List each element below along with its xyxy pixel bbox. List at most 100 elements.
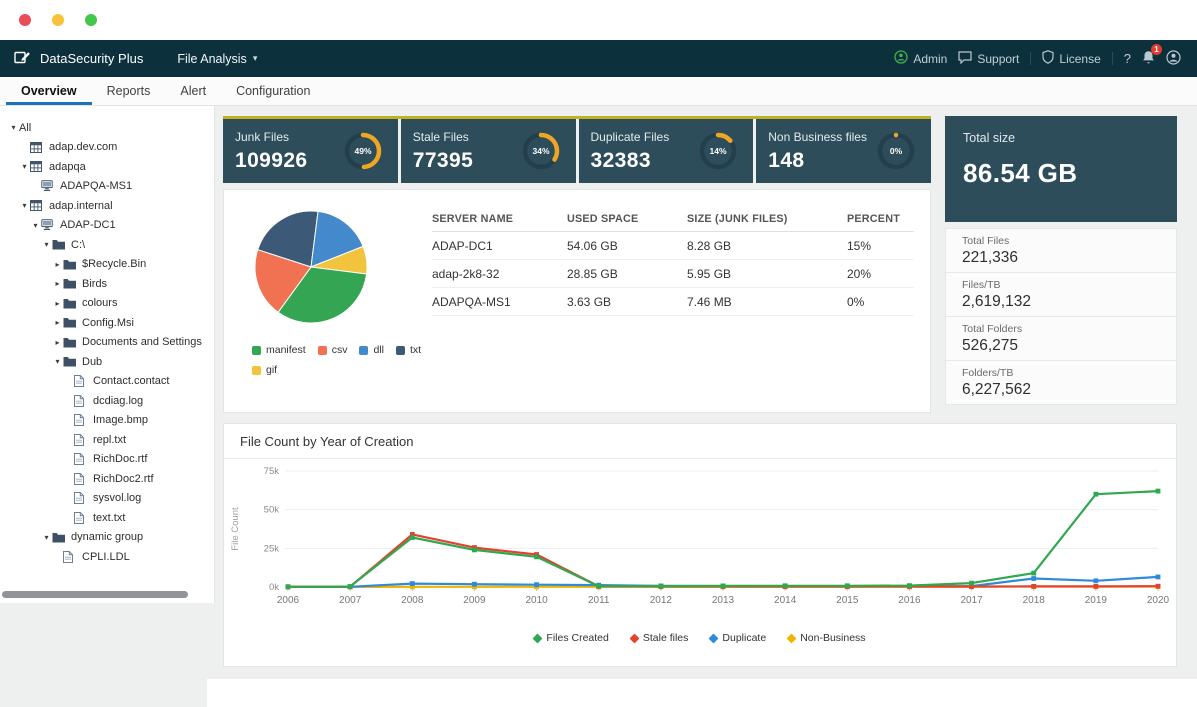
- chevron-right-icon[interactable]: ▸: [55, 318, 60, 328]
- tree-item[interactable]: ▸ $Recycle.Bin: [0, 255, 214, 275]
- stat-card-non-business-files[interactable]: Non Business files 148 0%: [756, 119, 931, 183]
- window-zoom-button[interactable]: [85, 14, 97, 26]
- legend-label: Non-Business: [800, 632, 866, 644]
- support-menu[interactable]: Support: [958, 50, 1019, 67]
- dashboard-top: Junk Files 109926 49% Stale Files 77395 34% Du…: [223, 116, 1177, 413]
- tree-item[interactable]: ▸ Documents and Settings: [0, 333, 214, 353]
- table-row[interactable]: ADAPQA-MS1 3.63 GB 7.46 MB 0%: [432, 288, 914, 316]
- chevron-down-icon[interactable]: ▾: [33, 220, 38, 230]
- chevron-down-icon: ▾: [252, 53, 258, 63]
- line-chart: 0k 25k 50k 75k 2006 2007 2008 2009 2010 2011 2012 2…: [230, 466, 1170, 606]
- tree-item[interactable]: ▾ ADAP-DC1: [0, 216, 214, 236]
- folder-icon: [52, 239, 67, 251]
- legend-swatch: [532, 633, 543, 643]
- tab-configuration[interactable]: Configuration: [236, 84, 311, 98]
- tree-item-label: sysvol.log: [93, 492, 142, 505]
- legend-item: Stale files: [629, 632, 689, 644]
- chevron-right-icon[interactable]: ▸: [55, 337, 60, 347]
- legend-label: Stale files: [642, 632, 689, 644]
- tree-item[interactable]: Contact.contact: [0, 372, 214, 392]
- chevron-down-icon[interactable]: ▾: [22, 201, 27, 211]
- tab-bar: Overview Reports Alert Configuration: [0, 77, 1197, 106]
- tab-reports[interactable]: Reports: [106, 84, 151, 98]
- svg-text:2017: 2017: [960, 595, 983, 606]
- stat-card-text: Stale Files 77395: [413, 130, 473, 173]
- help-button[interactable]: ?: [1124, 51, 1131, 66]
- tree-item[interactable]: text.txt: [0, 508, 214, 528]
- tree-item[interactable]: ▾ dynamic group: [0, 528, 214, 548]
- chevron-down-icon[interactable]: ▾: [44, 240, 49, 250]
- chevron-down-icon[interactable]: ▾: [11, 123, 16, 133]
- folder-icon: [63, 317, 78, 329]
- stat-card-duplicate-files[interactable]: Duplicate Files 32383 14%: [578, 119, 754, 183]
- percent-gauge: 49%: [344, 132, 381, 170]
- tree-item[interactable]: CPLI.LDL: [0, 547, 214, 567]
- tree-item-label: repl.txt: [93, 433, 127, 446]
- chevron-right-icon[interactable]: ▸: [55, 259, 60, 269]
- chevron-down-icon[interactable]: ▾: [22, 162, 27, 172]
- admin-menu[interactable]: Admin: [894, 50, 947, 67]
- dashboard: Junk Files 109926 49% Stale Files 77395 34% Du…: [207, 106, 1197, 707]
- license-menu[interactable]: License: [1042, 50, 1101, 67]
- table-cell: 3.63 GB: [567, 294, 612, 309]
- tree-item[interactable]: Image.bmp: [0, 411, 214, 431]
- tree-item-label: adap.dev.com: [49, 141, 118, 154]
- table-row[interactable]: ADAP-DC1 54.06 GB 8.28 GB 15%: [432, 232, 914, 260]
- tree-item-label: adap.internal: [49, 199, 113, 212]
- tree-item[interactable]: ▾ adapqa: [0, 157, 214, 177]
- tree-item[interactable]: RichDoc2.rtf: [0, 469, 214, 489]
- table-cell: 7.46 MB: [687, 294, 732, 309]
- tab-overview[interactable]: Overview: [6, 77, 92, 105]
- svg-text:2018: 2018: [1023, 595, 1046, 606]
- server-icon: [41, 180, 56, 192]
- chevron-down-icon[interactable]: ▾: [44, 532, 49, 542]
- tree-item[interactable]: ▸ colours: [0, 294, 214, 314]
- tree-item[interactable]: ▸ Birds: [0, 274, 214, 294]
- legend-swatch: [359, 345, 369, 355]
- legend-swatch: [317, 345, 327, 355]
- chevron-right-icon[interactable]: ▸: [55, 279, 60, 289]
- tree-item[interactable]: ADAPQA-MS1: [0, 177, 214, 197]
- table-cell: 5.95 GB: [687, 266, 732, 281]
- tree-item[interactable]: RichDoc.rtf: [0, 450, 214, 470]
- tree-item[interactable]: sysvol.log: [0, 489, 214, 509]
- svg-text:2010: 2010: [525, 595, 548, 606]
- window-minimize-button[interactable]: [52, 14, 64, 26]
- tree-item[interactable]: ▾ adap.internal: [0, 196, 214, 216]
- svg-text:2015: 2015: [836, 595, 859, 606]
- menu-file-analysis[interactable]: File Analysis ▾: [163, 40, 271, 77]
- window-close-button[interactable]: [19, 14, 31, 26]
- tree-item-label: Contact.contact: [93, 375, 170, 388]
- horizontal-scrollbar[interactable]: [2, 591, 188, 598]
- totals-value: 2,619,132: [962, 293, 1031, 310]
- folder-icon: [63, 278, 78, 290]
- tab-alert[interactable]: Alert: [180, 84, 207, 98]
- total-size-value: 86.54 GB: [963, 158, 1078, 188]
- legend-swatch: [786, 633, 797, 643]
- chevron-down-icon[interactable]: ▾: [55, 357, 60, 367]
- file-type-pie: [254, 210, 368, 324]
- tree-item[interactable]: dcdiag.log: [0, 391, 214, 411]
- svg-text:34%: 34%: [532, 146, 549, 156]
- tree-item[interactable]: ▾ Dub: [0, 352, 214, 372]
- tree-item[interactable]: repl.txt: [0, 430, 214, 450]
- table-row[interactable]: adap-2k8-32 28.85 GB 5.95 GB 20%: [432, 260, 914, 288]
- tree-item[interactable]: adap.dev.com: [0, 138, 214, 158]
- notifications-button[interactable]: 1: [1142, 44, 1162, 67]
- tree-item[interactable]: ▾ C:\: [0, 235, 214, 255]
- file-icon: [74, 394, 89, 407]
- tree-item[interactable]: ▾ All: [0, 118, 214, 138]
- user-icon: [1166, 49, 1181, 68]
- stat-card-stale-files[interactable]: Stale Files 77395 34%: [400, 119, 576, 183]
- stat-card-value: 32383: [590, 148, 651, 172]
- stat-card-junk-files[interactable]: Junk Files 109926 49%: [223, 119, 398, 183]
- account-button[interactable]: [1166, 49, 1181, 68]
- chevron-right-icon[interactable]: ▸: [55, 298, 60, 308]
- tree-item[interactable]: ▸ Config.Msi: [0, 313, 214, 333]
- table-cell: adap-2k8-32: [432, 266, 500, 281]
- stat-card-value: 77395: [412, 148, 474, 172]
- tree-item-label: Image.bmp: [93, 414, 149, 427]
- totals-value: 526,275: [962, 337, 1019, 354]
- totals-row: Total Files 221,336: [946, 229, 1176, 273]
- total-size-label: Total size: [963, 131, 1016, 145]
